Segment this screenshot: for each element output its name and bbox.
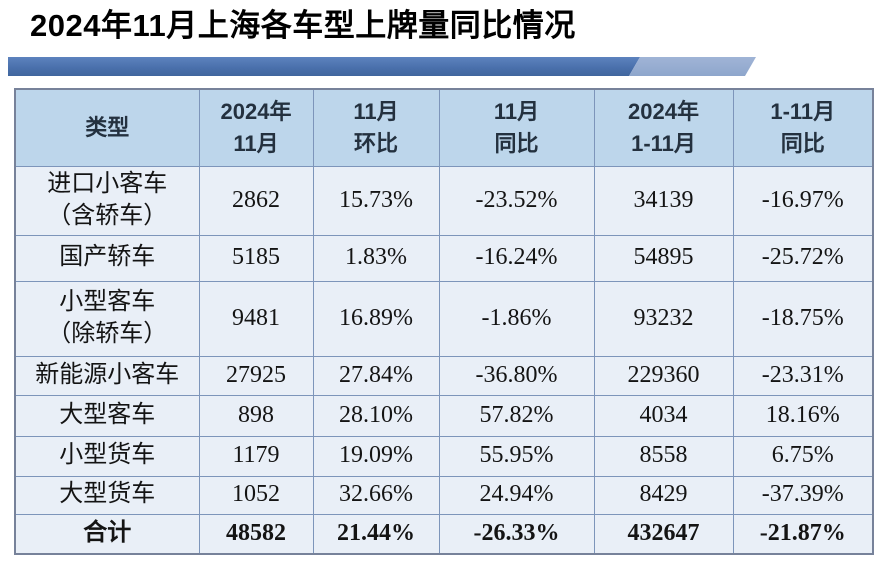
cell-ytd-yoy: -23.31% [732, 355, 874, 396]
total-row: 合计 48582 21.44% -26.33% 432647 -21.87% [14, 513, 874, 555]
cell-yoy: 24.94% [438, 475, 595, 515]
cell-nov: 1179 [198, 435, 314, 477]
cell-mom: 27.84% [312, 355, 440, 396]
cell-total-mom: 21.44% [312, 513, 440, 555]
cell-ytd: 8558 [593, 435, 734, 477]
cell-yoy: -16.24% [438, 234, 595, 282]
cell-ytd-yoy: -16.97% [732, 165, 874, 236]
cell-mom: 28.10% [312, 394, 440, 437]
cell-mom: 19.09% [312, 435, 440, 477]
cell-ytd: 229360 [593, 355, 734, 396]
table-row: 国产轿车 5185 1.83% -16.24% 54895 -25.72% [14, 234, 874, 282]
cell-nov: 2862 [198, 165, 314, 236]
cell-ytd-yoy: 18.16% [732, 394, 874, 437]
cell-type: 小型货车 [14, 435, 200, 477]
cell-type: 新能源小客车 [14, 355, 200, 396]
cell-nov: 1052 [198, 475, 314, 515]
cell-yoy: -1.86% [438, 280, 595, 357]
cell-total-nov: 48582 [198, 513, 314, 555]
header-ytd: 2024年 1-11月 [593, 88, 734, 167]
cell-mom: 1.83% [312, 234, 440, 282]
cell-nov: 898 [198, 394, 314, 437]
table-row: 进口小客车 （含轿车） 2862 15.73% -23.52% 34139 -1… [14, 165, 874, 236]
cell-yoy: -23.52% [438, 165, 595, 236]
cell-yoy: -36.80% [438, 355, 595, 396]
table-row: 小型客车 （除轿车） 9481 16.89% -1.86% 93232 -18.… [14, 280, 874, 357]
cell-ytd: 54895 [593, 234, 734, 282]
cell-total-label: 合计 [14, 513, 200, 555]
cell-mom: 15.73% [312, 165, 440, 236]
cell-ytd-yoy: -18.75% [732, 280, 874, 357]
cell-yoy: 57.82% [438, 394, 595, 437]
decorative-underline-bar-light [629, 57, 756, 76]
header-row: 类型 2024年 11月 11月 环比 11月 同比 2024年 1-11月 1… [14, 88, 874, 167]
header-mom: 11月 环比 [312, 88, 440, 167]
cell-total-ytd: 432647 [593, 513, 734, 555]
header-type: 类型 [14, 88, 200, 167]
cell-type: 进口小客车 （含轿车） [14, 165, 200, 236]
header-ytd-yoy: 1-11月 同比 [732, 88, 874, 167]
cell-ytd-yoy: 6.75% [732, 435, 874, 477]
cell-ytd: 93232 [593, 280, 734, 357]
cell-type: 小型客车 （除轿车） [14, 280, 200, 357]
cell-type: 大型货车 [14, 475, 200, 515]
cell-ytd: 4034 [593, 394, 734, 437]
cell-ytd-yoy: -25.72% [732, 234, 874, 282]
cell-ytd: 34139 [593, 165, 734, 236]
table-row: 新能源小客车 27925 27.84% -36.80% 229360 -23.3… [14, 355, 874, 396]
page-title: 2024年11月上海各车型上牌量同比情况 [30, 8, 576, 43]
cell-total-ytd-yoy: -21.87% [732, 513, 874, 555]
cell-ytd: 8429 [593, 475, 734, 515]
decorative-underline-bar-dark [8, 57, 640, 76]
cell-type: 大型客车 [14, 394, 200, 437]
cell-mom: 32.66% [312, 475, 440, 515]
cell-nov: 9481 [198, 280, 314, 357]
cell-mom: 16.89% [312, 280, 440, 357]
table-row: 大型客车 898 28.10% 57.82% 4034 18.16% [14, 394, 874, 437]
header-yoy: 11月 同比 [438, 88, 595, 167]
cell-nov: 5185 [198, 234, 314, 282]
header-nov: 2024年 11月 [198, 88, 314, 167]
cell-type: 国产轿车 [14, 234, 200, 282]
table-row: 小型货车 1179 19.09% 55.95% 8558 6.75% [14, 435, 874, 477]
cell-total-yoy: -26.33% [438, 513, 595, 555]
vehicle-registration-table: 类型 2024年 11月 11月 环比 11月 同比 2024年 1-11月 1… [14, 88, 874, 555]
cell-yoy: 55.95% [438, 435, 595, 477]
table-row: 大型货车 1052 32.66% 24.94% 8429 -37.39% [14, 475, 874, 515]
cell-ytd-yoy: -37.39% [732, 475, 874, 515]
cell-nov: 27925 [198, 355, 314, 396]
